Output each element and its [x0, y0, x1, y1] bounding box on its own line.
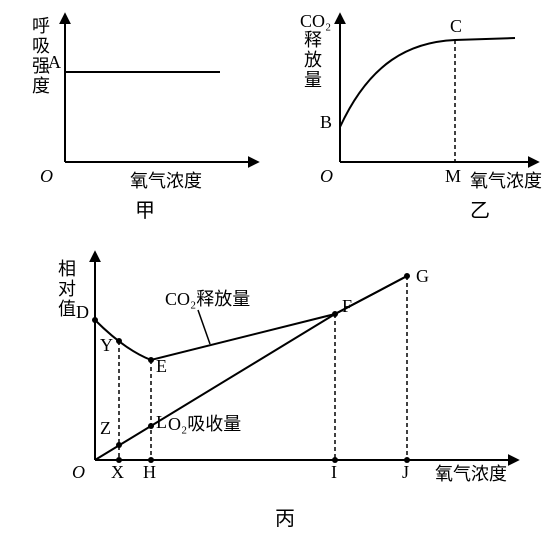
y-axis-label-4: 度: [32, 76, 50, 96]
series-o2: [95, 276, 407, 460]
chart-bing: D Y E Z L F G X H I J 相 对 值 CO₂释放量 O₂吸收量…: [58, 255, 515, 530]
y-axis-label-1: 呼: [32, 16, 50, 36]
point-label-b: B: [320, 112, 332, 132]
pt-x: X: [111, 462, 124, 482]
leader-co2: [198, 310, 210, 344]
marker-l: [148, 423, 154, 429]
caption-yi: 乙: [470, 200, 490, 222]
pt-f: F: [342, 296, 352, 316]
caption-bing: 丙: [275, 508, 295, 530]
marker-g: [404, 273, 410, 279]
series-co2: [95, 276, 407, 360]
marker-y: [116, 338, 122, 344]
marker-e: [148, 357, 154, 363]
y-axis-label-co2: CO₂: [300, 11, 331, 31]
pt-g: G: [416, 266, 429, 286]
figure-container: 呼 吸 强 度 A O 氧气浓度 甲 CO₂ 释 放 量 B C O M 氧气浓…: [0, 0, 555, 556]
pt-d: D: [76, 302, 89, 322]
origin-label: O: [40, 166, 53, 186]
pt-j: J: [402, 462, 409, 482]
y-axis-label-r3: 量: [304, 70, 322, 90]
x-axis-label: 氧气浓度: [130, 171, 202, 191]
y-axis-label-3: 值: [58, 299, 76, 319]
y-axis-label-r1: 释: [304, 30, 322, 50]
series-curve: [340, 38, 515, 127]
y-axis-label-r2: 放: [304, 50, 322, 70]
pt-l: L: [156, 412, 167, 432]
pt-i: I: [331, 462, 337, 482]
chart-jia: 呼 吸 强 度 A O 氧气浓度 甲: [32, 16, 255, 222]
chart-yi: CO₂ 释 放 量 B C O M 氧气浓度 乙: [300, 11, 542, 222]
pt-z: Z: [100, 418, 111, 438]
point-label-m: M: [445, 166, 461, 186]
marker-d: [92, 317, 98, 323]
y-axis-label-1: 相: [58, 259, 76, 279]
x-axis-label: 氧气浓度: [435, 464, 507, 484]
pt-y: Y: [100, 335, 113, 355]
y-axis-label-2: 对: [58, 279, 76, 299]
pt-e: E: [156, 356, 167, 376]
caption-jia: 甲: [135, 200, 155, 222]
pt-h2: H: [143, 462, 156, 482]
point-label-a: A: [48, 52, 61, 72]
x-axis-label: 氧气浓度: [470, 171, 542, 191]
series-label-co2: CO₂释放量: [165, 289, 250, 309]
origin-label: O: [320, 166, 333, 186]
point-label-c: C: [450, 16, 462, 36]
origin-label: O: [72, 462, 85, 482]
series-label-o2: O₂吸收量: [168, 414, 241, 434]
marker-z: [116, 442, 122, 448]
marker-f: [332, 311, 338, 317]
